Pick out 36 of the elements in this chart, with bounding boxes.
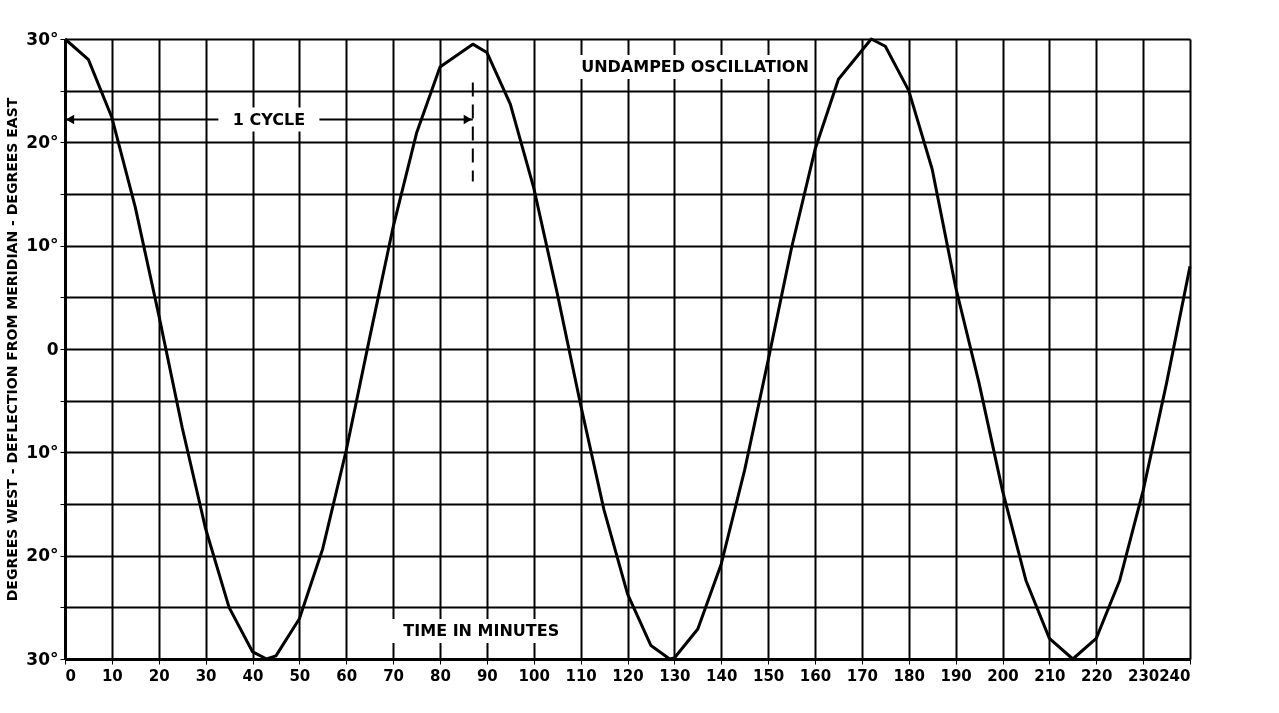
y-tick-label: 0	[46, 338, 59, 359]
x-tick-label: 180	[893, 666, 925, 685]
y-tick-label: 10°	[26, 441, 59, 462]
x-tick-label: 240	[1159, 666, 1191, 685]
x-tick-label: 80	[430, 666, 451, 685]
y-tick-label: 10°	[26, 235, 59, 256]
x-tick-label: 220	[1081, 666, 1113, 685]
x-tick-label: 90	[476, 666, 498, 685]
x-tick-label: 150	[752, 666, 785, 685]
y-tick-label: 20°	[26, 545, 59, 566]
annotation: UNDAMPED OSCILLATION	[581, 56, 809, 76]
y-tick-label: 20°	[26, 131, 59, 152]
x-tick-label: 10	[101, 666, 123, 685]
x-tick-label: 160	[799, 666, 832, 685]
x-tick-label: 200	[987, 666, 1019, 685]
x-tick-label: 0	[65, 666, 76, 685]
x-tick-label: 120	[612, 666, 644, 685]
x-tick-label: 140	[706, 666, 738, 685]
x-tick-label: 30	[195, 666, 217, 685]
x-tick-label: 190	[940, 666, 972, 685]
x-axis-title: TIME IN MINUTES	[403, 621, 560, 641]
x-tick-label: 100	[518, 666, 550, 685]
x-tick-label: 110	[565, 666, 597, 685]
ref-line-label: 1 CYCLE	[232, 109, 306, 129]
x-tick-label: 20	[148, 666, 170, 685]
x-tick-label: 170	[846, 666, 879, 685]
y-axis-title: DEGREES WEST - DEFLECTION FROM MERIDIAN - DEGREES EAST	[4, 97, 21, 602]
x-tick-label: 210	[1034, 666, 1066, 685]
x-tick-label: 230	[1127, 666, 1160, 685]
y-tick-label: 30°	[26, 28, 59, 49]
x-tick-label: 130	[659, 666, 691, 685]
x-tick-label: 40	[242, 666, 264, 685]
y-tick-label: 30°	[26, 648, 59, 669]
x-tick-label: 60	[336, 666, 358, 685]
x-tick-label: 70	[383, 666, 405, 685]
x-tick-label: 50	[289, 666, 311, 685]
